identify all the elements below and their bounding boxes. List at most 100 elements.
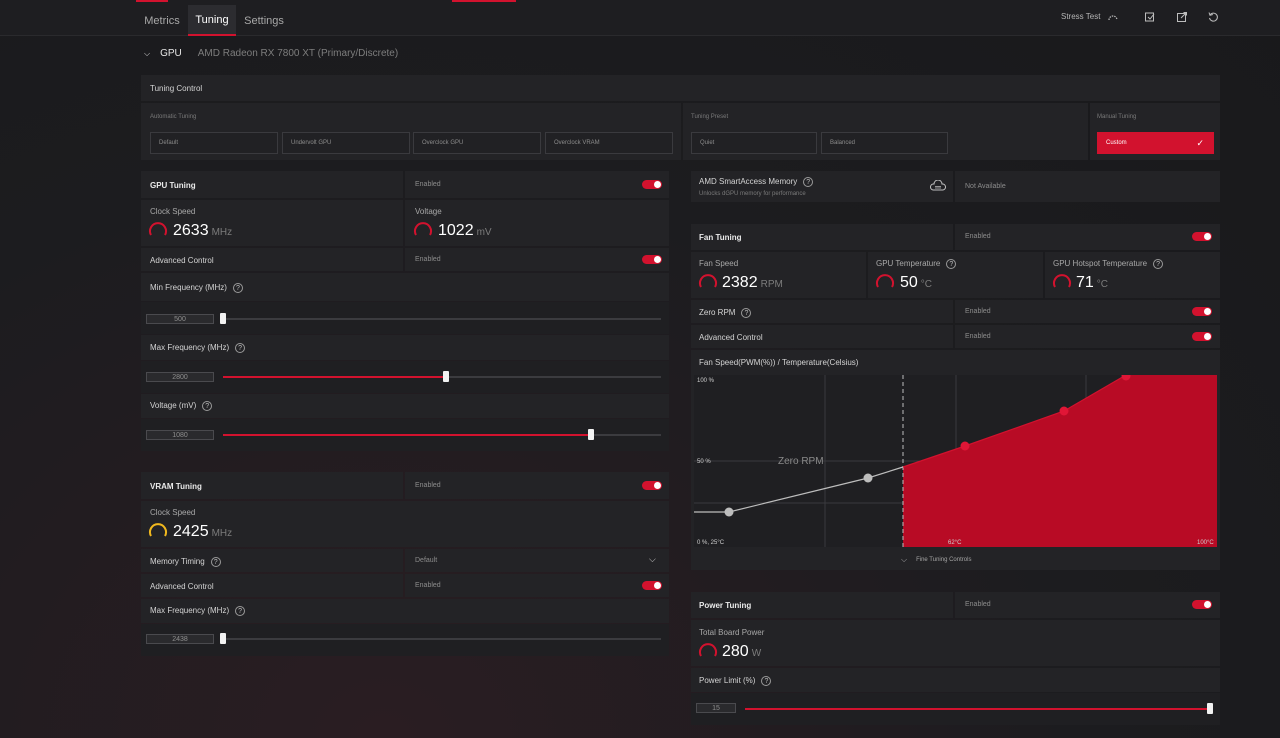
vram-advanced-toggle[interactable]: [642, 581, 662, 590]
vram-max-frequency-slider-row: 2438: [141, 624, 669, 656]
vram-advanced-control-row: Advanced Control: [141, 574, 403, 597]
tab-tuning[interactable]: Tuning: [188, 5, 236, 36]
memory-timing-value: Default: [415, 557, 438, 564]
sam-title: AMD SmartAccess Memory?: [699, 177, 814, 187]
tab-metrics[interactable]: Metrics: [144, 14, 180, 27]
help-icon[interactable]: ?: [232, 283, 243, 293]
min-frequency-slider-track[interactable]: [223, 318, 661, 320]
gpu-voltage-value: 1022 mV: [438, 222, 492, 239]
power-tuning-toggle[interactable]: [1192, 600, 1212, 609]
fan-tuning-toggle-cell: Enabled: [955, 224, 1220, 250]
custom-tuning-button[interactable]: Custom ✓: [1097, 132, 1214, 154]
sam-status: Not Available: [965, 183, 1006, 190]
min-frequency-input[interactable]: 500: [146, 314, 214, 324]
gpu-header[interactable]: ⌵ GPU AMD Radeon RX 7800 XT (Primary/Dis…: [144, 48, 398, 59]
fan-tuning-toggle[interactable]: [1192, 232, 1212, 241]
max-frequency-row: Max Frequency (MHz)?: [141, 335, 669, 360]
tuning-preset-panel: Tuning Preset Quiet Balanced: [683, 103, 1088, 160]
gpu-advanced-state: Enabled: [415, 256, 441, 263]
vram-clock-speed-value: 2425 MHz: [173, 523, 233, 540]
max-frequency-input[interactable]: 2800: [146, 372, 214, 382]
power-limit-slider-fill: [745, 708, 1210, 710]
undervolt-gpu-button[interactable]: Undervolt GPU: [282, 132, 410, 154]
voltage-mv-input[interactable]: 1080: [146, 430, 214, 440]
help-icon[interactable]: ?: [741, 308, 752, 318]
gpu-hotspot-value: 71 °C: [1076, 274, 1109, 291]
fan-advanced-toggle-cell: Enabled: [955, 325, 1220, 348]
stress-test-label[interactable]: Stress Test: [1061, 12, 1101, 21]
tab-settings[interactable]: Settings: [244, 14, 284, 27]
help-icon[interactable]: ?: [210, 557, 221, 567]
help-icon[interactable]: ?: [235, 606, 246, 616]
gpu-temperature-cell: GPU Temperature? 50 °C: [868, 252, 1043, 298]
fan-advanced-toggle[interactable]: [1192, 332, 1212, 341]
help-icon[interactable]: ?: [235, 343, 246, 353]
power-tuning-title: Power Tuning: [699, 601, 752, 610]
chevron-down-icon: ⌵: [901, 555, 908, 564]
fan-curve-point[interactable]: [863, 473, 873, 483]
vram-advanced-state: Enabled: [415, 582, 441, 589]
zero-rpm-toggle-cell: Enabled: [955, 300, 1220, 323]
gpu-advanced-toggle-cell: Enabled: [405, 248, 669, 271]
gpu-advanced-toggle[interactable]: [642, 255, 662, 264]
default-button[interactable]: Default: [150, 132, 278, 154]
vram-tuning-state: Enabled: [415, 482, 441, 489]
zero-rpm-toggle[interactable]: [1192, 307, 1212, 316]
power-limit-label: Power Limit (%)?: [699, 676, 772, 686]
power-limit-slider-thumb[interactable]: [1207, 703, 1213, 714]
max-frequency-slider-thumb[interactable]: [443, 371, 449, 382]
share-icon[interactable]: [1175, 11, 1189, 25]
x-axis-mid-label: 62°C: [948, 540, 962, 546]
gpu-name: AMD Radeon RX 7800 XT (Primary/Discrete): [197, 48, 399, 59]
vram-max-frequency-input[interactable]: 2438: [146, 634, 214, 644]
voltage-mv-slider-thumb[interactable]: [588, 429, 594, 440]
fan-curve-point[interactable]: [724, 507, 734, 517]
vram-tuning-toggle[interactable]: [642, 481, 662, 490]
fan-speed-value: 2382 RPM: [722, 274, 783, 291]
manual-tuning-label: Manual Tuning: [1097, 114, 1137, 120]
export-icon[interactable]: [1143, 11, 1157, 25]
y-axis-mid-label: 50 %: [697, 459, 711, 465]
overclock-vram-button[interactable]: Overclock VRAM: [545, 132, 673, 154]
gpu-voltage-label: Voltage: [415, 207, 442, 216]
chevron-down-icon[interactable]: ⌵: [144, 48, 151, 58]
gauge-icon: [149, 222, 167, 236]
min-frequency-slider-thumb[interactable]: [220, 313, 226, 324]
help-icon[interactable]: ?: [202, 401, 213, 411]
min-frequency-slider-row: 500: [141, 302, 669, 334]
zero-rpm-row: Zero RPM?: [691, 300, 953, 323]
help-icon[interactable]: ?: [1153, 259, 1164, 269]
gauge-icon: [149, 523, 167, 537]
vram-max-frequency-slider-thumb[interactable]: [220, 633, 226, 644]
vram-max-frequency-slider-track[interactable]: [223, 638, 661, 640]
gpu-label: GPU: [160, 48, 182, 59]
gpu-tuning-toggle-cell: Enabled: [405, 171, 669, 198]
balanced-preset-button[interactable]: Balanced: [821, 132, 948, 154]
help-icon[interactable]: ?: [803, 177, 814, 187]
total-board-power-label: Total Board Power: [699, 628, 765, 637]
gpu-tuning-toggle[interactable]: [642, 180, 662, 189]
fan-curve-point[interactable]: [1121, 375, 1131, 381]
help-icon[interactable]: ?: [761, 676, 772, 686]
reset-icon[interactable]: [1206, 11, 1220, 25]
fine-tuning-controls-toggle[interactable]: ⌵ Fine Tuning Controls: [901, 555, 971, 565]
gpu-advanced-control-label: Advanced Control: [150, 256, 214, 265]
tuning-preset-label: Tuning Preset: [691, 114, 729, 120]
vram-max-frequency-row: Max Frequency (MHz)?: [141, 599, 669, 623]
help-icon[interactable]: ?: [946, 259, 957, 269]
fan-curve-point[interactable]: [1059, 406, 1069, 416]
gauge-icon[interactable]: [1106, 11, 1120, 25]
overclock-gpu-button[interactable]: Overclock GPU: [413, 132, 541, 154]
gpu-advanced-control-row: Advanced Control: [141, 248, 403, 271]
fan-curve-chart[interactable]: 100 % 50 % 0 %, 25°C 62°C 100°C Zero RPM: [694, 375, 1217, 547]
fan-tuning-state: Enabled: [965, 233, 991, 240]
fan-curve-point[interactable]: [960, 441, 970, 451]
quiet-preset-button[interactable]: Quiet: [691, 132, 817, 154]
power-limit-input[interactable]: 15: [696, 703, 736, 713]
max-frequency-slider-row: 2800: [141, 361, 669, 393]
total-board-power-value: 280 W: [722, 643, 762, 660]
chevron-down-icon: ⌵: [649, 554, 656, 564]
memory-timing-label: Memory Timing?: [150, 557, 221, 567]
power-tuning-state: Enabled: [965, 601, 991, 608]
memory-timing-dropdown[interactable]: Default ⌵: [405, 549, 669, 572]
